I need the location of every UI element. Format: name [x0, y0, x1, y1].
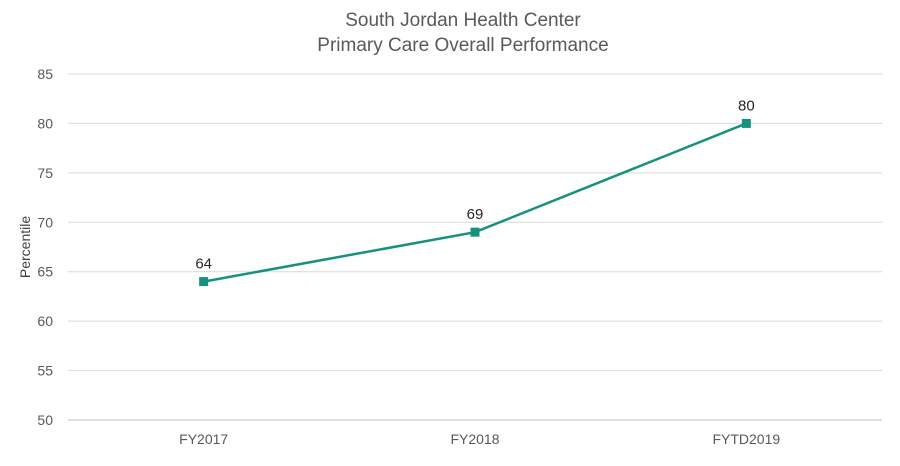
data-point-marker [470, 227, 480, 237]
chart-title-line-2: Primary Care Overall Performance [317, 35, 608, 56]
data-label: 69 [467, 206, 484, 223]
data-label: 80 [738, 97, 755, 114]
chart-title-line-1: South Jordan Health Center [345, 10, 581, 31]
y-tick-label: 55 [37, 363, 53, 379]
y-tick-label: 85 [37, 66, 53, 82]
y-tick-label: 75 [37, 165, 53, 181]
y-tick-label: 60 [37, 313, 53, 329]
gridlines [68, 73, 882, 421]
data-point-marker [741, 118, 751, 128]
series-percentile: 64 69 80 [195, 97, 755, 287]
y-axis-label: Percentile [17, 216, 33, 278]
x-axis-ticks: FY2017 FY2018 FYTD2019 [179, 431, 780, 447]
y-tick-label: 50 [37, 412, 53, 428]
x-tick-label: FY2018 [450, 431, 499, 447]
data-point-marker [199, 277, 209, 287]
y-tick-label: 80 [37, 115, 53, 131]
x-tick-label: FY2017 [179, 431, 228, 447]
y-axis-ticks: 50 55 60 65 70 75 80 85 [37, 66, 53, 428]
x-tick-label: FYTD2019 [712, 431, 780, 447]
y-tick-label: 70 [37, 214, 53, 230]
data-label: 64 [195, 256, 212, 273]
series-line [203, 122, 747, 283]
y-tick-label: 65 [37, 264, 53, 280]
